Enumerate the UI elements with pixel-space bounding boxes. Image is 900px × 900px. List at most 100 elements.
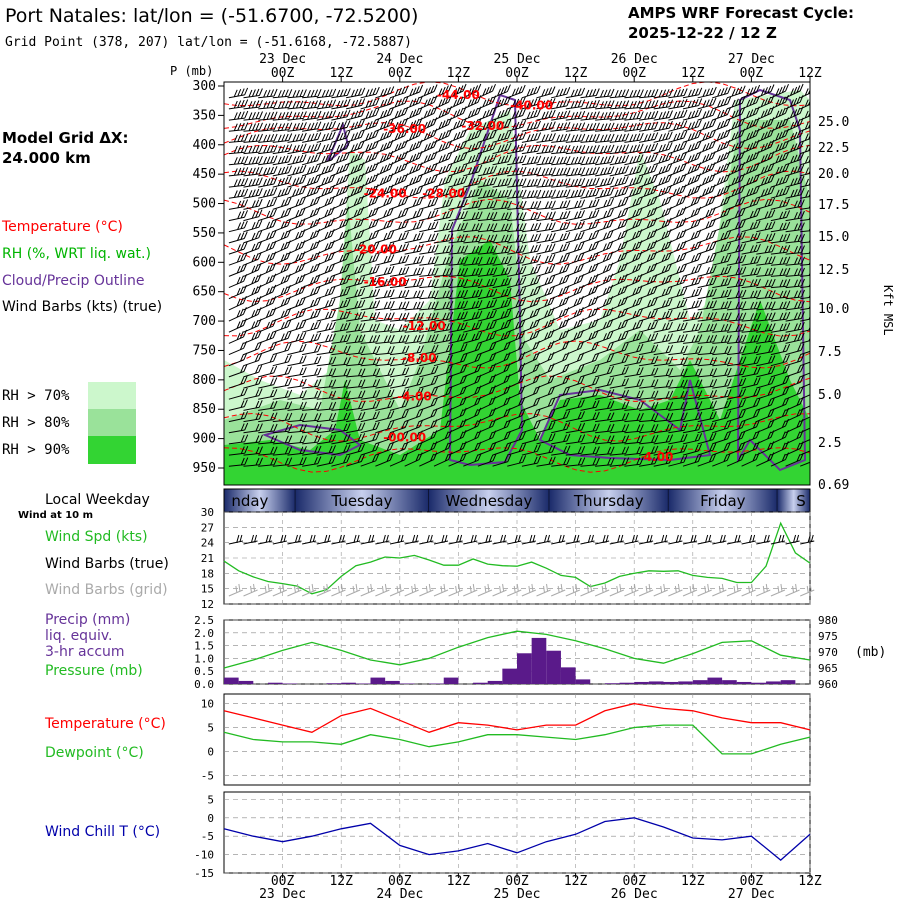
wind-barb xyxy=(800,167,810,177)
weekday-band xyxy=(777,489,810,512)
precip-bar xyxy=(604,683,620,684)
wind-barb xyxy=(492,319,512,333)
wind-barb xyxy=(419,301,439,311)
dewpoint-line xyxy=(223,724,811,755)
wind-barb xyxy=(419,355,439,367)
wind-barb xyxy=(770,375,790,389)
wind-barb xyxy=(477,84,496,99)
wind-barb xyxy=(551,263,570,277)
wind-barb xyxy=(463,256,483,266)
wind-barb xyxy=(580,318,599,333)
wind-barb xyxy=(741,232,761,244)
wind-barb xyxy=(551,110,571,121)
wind-barb xyxy=(404,345,424,356)
wind-barb xyxy=(302,110,322,121)
wind-barb xyxy=(668,444,688,456)
wind-barb xyxy=(682,241,702,255)
surface-wind-barb xyxy=(258,534,273,545)
wind-barb xyxy=(785,106,804,121)
wind-barb xyxy=(521,233,542,244)
wind-barb xyxy=(463,176,483,188)
wind-barb xyxy=(389,139,408,155)
grid-wind-barb xyxy=(756,583,771,597)
time-tick-label: 12Z xyxy=(681,874,705,889)
wind-barb xyxy=(697,265,717,277)
wind-barb xyxy=(653,286,673,300)
wind-barb xyxy=(536,133,556,143)
wind-barb xyxy=(785,452,804,467)
wind-barb xyxy=(638,142,659,155)
wind-barb xyxy=(243,307,262,322)
wind-barb xyxy=(594,296,614,311)
wind-barb xyxy=(228,364,248,378)
wind-barb xyxy=(756,128,775,143)
wind-barb xyxy=(287,457,307,467)
wind-barb xyxy=(507,244,527,255)
wind-barb xyxy=(316,120,336,132)
wind-barb xyxy=(638,297,658,311)
wind-barb xyxy=(316,206,335,222)
wind-barb xyxy=(624,122,644,132)
surface-wind-barb xyxy=(419,534,434,545)
wind-barb xyxy=(770,198,790,210)
wind-barb xyxy=(360,230,380,244)
wind-barb xyxy=(346,299,366,311)
panel-frame xyxy=(223,693,811,786)
wind-barb xyxy=(228,285,247,300)
wind-barb xyxy=(301,251,321,266)
wind-barb xyxy=(360,400,380,411)
wind-barb xyxy=(389,85,409,99)
wind-barb xyxy=(550,329,570,344)
rh80-swatch xyxy=(88,409,136,436)
wind-barb xyxy=(301,217,321,233)
wind-barb xyxy=(594,353,614,367)
wind-barb xyxy=(697,300,717,311)
wind-barb xyxy=(346,368,366,378)
wind-barb xyxy=(536,86,556,99)
precip-tick: 2.0 xyxy=(194,627,214,640)
wind-barb xyxy=(272,401,293,411)
wind-barb xyxy=(404,139,423,155)
wind-barb xyxy=(741,84,761,99)
wind-barb xyxy=(448,353,468,367)
wind-barb xyxy=(360,184,379,199)
wind-barb xyxy=(448,175,468,188)
wind-barb xyxy=(228,110,249,121)
wind-barb xyxy=(668,322,688,333)
wind-barb xyxy=(272,331,292,344)
wind-barb xyxy=(492,298,512,311)
wind-barb xyxy=(726,399,746,411)
wind-barb xyxy=(551,189,571,199)
wind-barb xyxy=(477,211,498,222)
wind-barb xyxy=(741,267,761,277)
wind-barb xyxy=(595,144,615,155)
wind-barb xyxy=(389,196,409,210)
height-ticks: 25.022.520.017.515.012.510.07.55.02.50.6… xyxy=(818,115,849,493)
wind-barb xyxy=(521,265,541,277)
wind-barb xyxy=(521,211,542,222)
wind-barb xyxy=(360,323,381,333)
wind-barb xyxy=(477,341,497,356)
wind-barb xyxy=(331,433,351,445)
date-label: 26 Dec xyxy=(611,52,658,67)
wind-barb xyxy=(448,234,468,244)
wind-barb xyxy=(345,151,365,166)
wind-barb xyxy=(756,278,776,289)
wind-barb xyxy=(770,301,791,311)
grid-wind-barb xyxy=(287,583,302,597)
wind-barb xyxy=(272,197,292,210)
contour-label: -32.00 xyxy=(461,119,504,133)
wind-barb xyxy=(609,331,629,344)
grid-wind-barb xyxy=(433,583,449,597)
wind-barb xyxy=(726,289,747,300)
wind-barb xyxy=(639,413,659,423)
wind-barb xyxy=(448,210,468,222)
wind-barb xyxy=(726,334,747,344)
wind-barb xyxy=(580,144,600,155)
wind-barb xyxy=(595,176,615,188)
wind-barb xyxy=(741,106,760,121)
wind-barb xyxy=(682,173,702,188)
wind-barb xyxy=(741,220,761,233)
wind-chill-tick: -5 xyxy=(201,830,214,843)
